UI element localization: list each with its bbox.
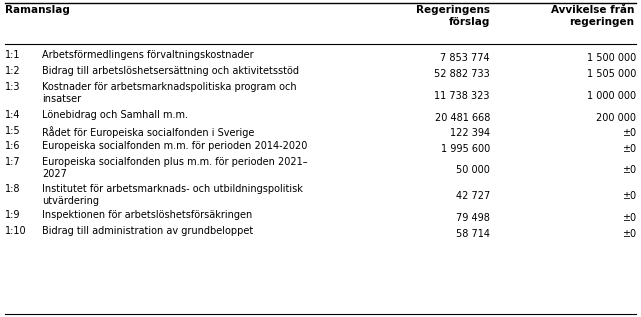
Text: ±0: ±0 bbox=[622, 165, 636, 175]
Text: 1 500 000: 1 500 000 bbox=[587, 53, 636, 63]
Text: ±0: ±0 bbox=[622, 191, 636, 201]
Text: 1:8: 1:8 bbox=[5, 184, 21, 194]
Text: ±0: ±0 bbox=[622, 229, 636, 239]
Text: Arbetsförmedlingens förvaltningskostnader: Arbetsförmedlingens förvaltningskostnade… bbox=[42, 50, 254, 60]
Text: 1:5: 1:5 bbox=[5, 126, 21, 136]
Text: Europeiska socialfonden m.m. för perioden 2014-2020: Europeiska socialfonden m.m. för periode… bbox=[42, 141, 308, 151]
Text: 1:1: 1:1 bbox=[5, 50, 21, 60]
Text: 50 000: 50 000 bbox=[456, 165, 490, 175]
Text: 20 481 668: 20 481 668 bbox=[435, 113, 490, 123]
Text: 42 727: 42 727 bbox=[456, 191, 490, 201]
Text: 11 738 323: 11 738 323 bbox=[435, 91, 490, 101]
Text: Regeringens
förslag: Regeringens förslag bbox=[416, 5, 490, 27]
Text: 200 000: 200 000 bbox=[596, 113, 636, 123]
Text: Bidrag till administration av grundbeloppet: Bidrag till administration av grundbelop… bbox=[42, 226, 253, 236]
Text: 1:3: 1:3 bbox=[5, 82, 21, 92]
Text: 1 505 000: 1 505 000 bbox=[587, 69, 636, 79]
Text: 58 714: 58 714 bbox=[456, 229, 490, 239]
Text: ±0: ±0 bbox=[622, 213, 636, 223]
Text: 79 498: 79 498 bbox=[456, 213, 490, 223]
Text: Institutet för arbetsmarknads- och utbildningspolitisk
utvärdering: Institutet för arbetsmarknads- och utbil… bbox=[42, 184, 303, 206]
Text: Lönebidrag och Samhall m.m.: Lönebidrag och Samhall m.m. bbox=[42, 110, 188, 120]
Text: 1:9: 1:9 bbox=[5, 210, 21, 220]
Text: 7 853 774: 7 853 774 bbox=[440, 53, 490, 63]
Text: Avvikelse från
regeringen: Avvikelse från regeringen bbox=[551, 5, 634, 27]
Text: 1 000 000: 1 000 000 bbox=[587, 91, 636, 101]
Text: 52 882 733: 52 882 733 bbox=[434, 69, 490, 79]
Text: Rådet för Europeiska socialfonden i Sverige: Rådet för Europeiska socialfonden i Sver… bbox=[42, 126, 254, 138]
Text: 1 995 600: 1 995 600 bbox=[441, 144, 490, 154]
Text: 1:4: 1:4 bbox=[5, 110, 21, 120]
Text: 1:7: 1:7 bbox=[5, 157, 21, 167]
Text: 1:6: 1:6 bbox=[5, 141, 21, 151]
Text: 122 394: 122 394 bbox=[450, 128, 490, 138]
Text: 1:10: 1:10 bbox=[5, 226, 27, 236]
Text: ±0: ±0 bbox=[622, 128, 636, 138]
Text: Ramanslag: Ramanslag bbox=[5, 5, 70, 15]
Text: Europeiska socialfonden plus m.m. för perioden 2021–
2027: Europeiska socialfonden plus m.m. för pe… bbox=[42, 157, 308, 178]
Text: Inspektionen för arbetslöshetsförsäkringen: Inspektionen för arbetslöshetsförsäkring… bbox=[42, 210, 253, 220]
Text: Kostnader för arbetsmarknadspolitiska program och
insatser: Kostnader för arbetsmarknadspolitiska pr… bbox=[42, 82, 297, 104]
Text: 1:2: 1:2 bbox=[5, 66, 21, 76]
Text: Bidrag till arbetslöshetsersättning och aktivitetsstöd: Bidrag till arbetslöshetsersättning och … bbox=[42, 66, 299, 76]
Text: ±0: ±0 bbox=[622, 144, 636, 154]
